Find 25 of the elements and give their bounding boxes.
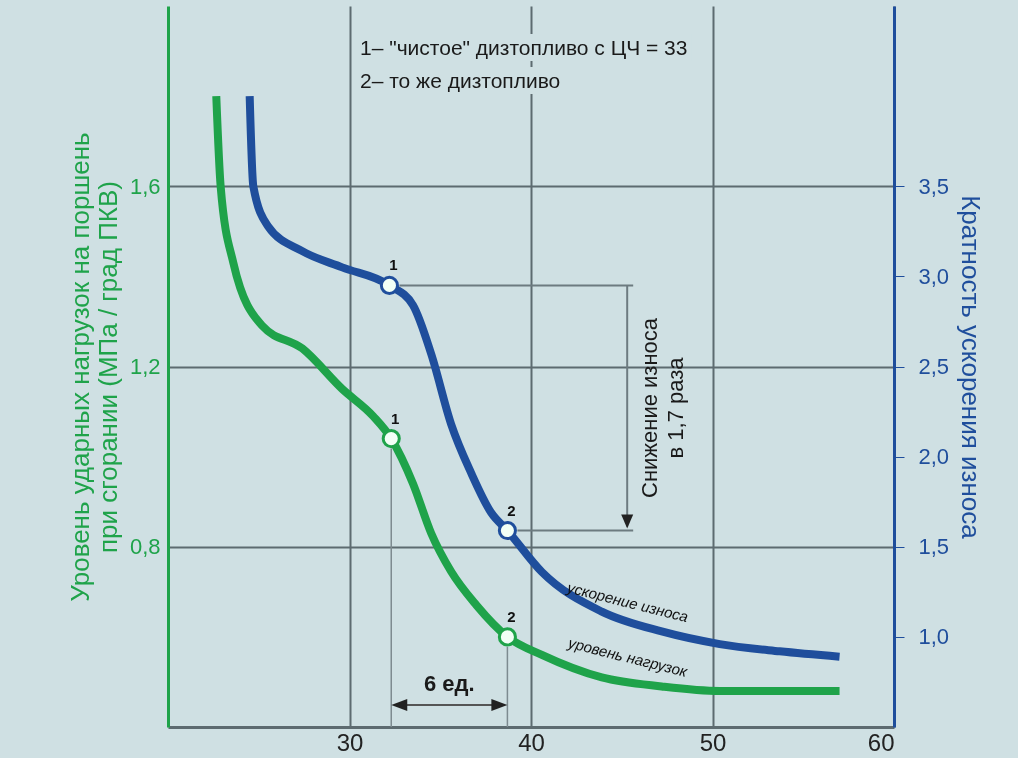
y2-tick-label: 1,5 [918,534,950,560]
x-tick-label: 50 [699,728,727,756]
y2-tick-label: 1,0 [918,624,950,650]
annotation: 6 ед. [423,671,475,696]
x-tick-label: 40 [518,728,545,756]
y2-axis-title: Кратность ускорения износа [956,195,987,540]
y-tick-label: 0,8 [129,534,161,560]
annotation: 2 [507,501,516,519]
text: уровень нагрузок [565,633,690,681]
y2-tick-label: 2,5 [918,354,950,379]
annotation: 2– то же дизтопливо [360,69,561,92]
annotation: 2 [507,607,516,625]
y2-tick-label: 3,5 [918,173,950,199]
text: ускорение износа [564,578,691,626]
y-tick-label: 1,2 [129,354,161,379]
y-axis-title: Уровень ударных нагрузок на поршень при сгорании (МПа / град ПКВ) [64,132,123,602]
annotation: 1 [391,409,400,427]
x-tick-label: 60 [867,728,895,756]
annotation: Снижение износа в 1,7 раза [637,317,689,498]
annotation: 1 [389,256,398,274]
y2-tick-label: 2,0 [918,444,950,470]
y-tick-label: 1,6 [129,173,161,199]
annotation: 1– "чистое" дизтопливо с ЦЧ = 33 [360,36,688,59]
x-tick-label: 30 [336,728,364,756]
y2-tick-label: 3,0 [918,263,950,289]
